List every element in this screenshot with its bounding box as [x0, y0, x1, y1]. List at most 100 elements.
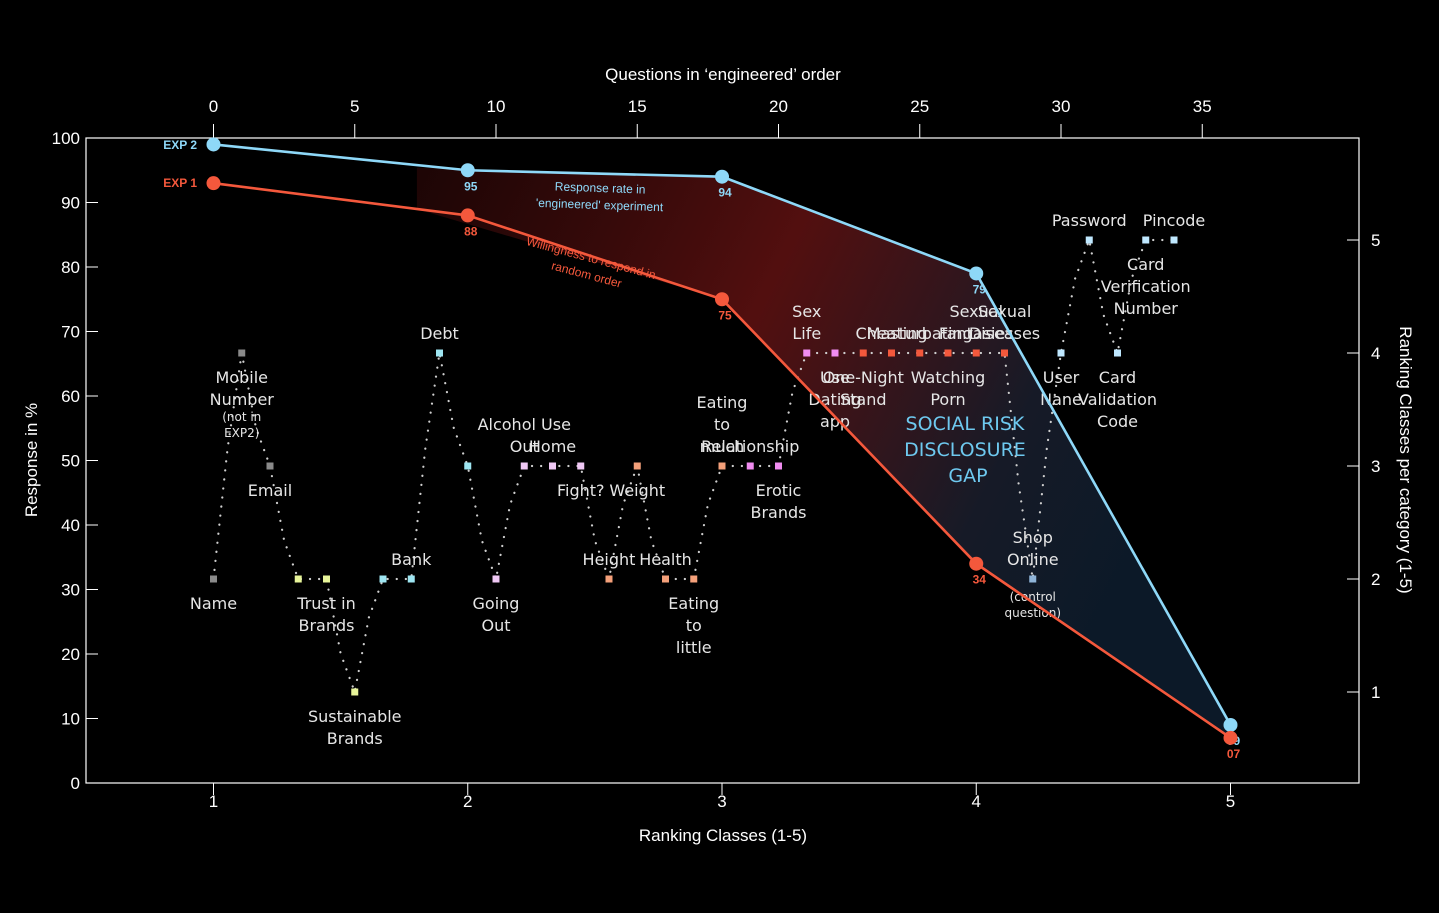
question-label: Cheating: [856, 324, 928, 343]
question-marker: [1029, 575, 1037, 583]
series-exp1-point: [1223, 730, 1238, 745]
data-label: 94: [718, 186, 732, 200]
question-marker: [803, 349, 811, 357]
question-label: Sustainable: [308, 707, 402, 726]
question-label: Debt: [420, 324, 459, 343]
question-label: Home: [529, 437, 576, 456]
question-label: Validation: [1078, 390, 1157, 409]
series-exp2-point: [206, 137, 221, 152]
question-label: Brands: [751, 503, 807, 522]
series-exp2-name: EXP 2: [163, 138, 197, 152]
disclosure-gap-area: [416, 167, 1231, 738]
question-marker: [888, 349, 895, 357]
right-tick-label: 2: [1371, 570, 1380, 589]
question-marker: [746, 462, 754, 470]
left-tick-label: 60: [61, 387, 80, 406]
question-label: to: [686, 616, 702, 635]
question-label: Code: [1097, 412, 1138, 431]
right-tick-label: 1: [1371, 683, 1380, 702]
left-tick-label: 100: [52, 129, 80, 148]
data-label: 95: [464, 179, 478, 193]
left-tick-label: 70: [61, 323, 80, 342]
top-axis: 0 5 10 15 20 25 30 35: [209, 97, 1212, 138]
question-label: Brands: [299, 616, 355, 635]
question-label: Card: [1127, 255, 1164, 274]
left-tick-label: 10: [61, 710, 80, 729]
question-marker: [549, 462, 556, 470]
question-marker: [605, 575, 613, 583]
question-label: little: [676, 638, 712, 657]
left-tick-label: 0: [71, 774, 80, 793]
question-marker: [690, 575, 698, 583]
question-label: User: [1043, 368, 1080, 387]
question-marker: [436, 349, 443, 357]
data-label: 07: [1227, 747, 1241, 761]
question-label: Health: [639, 550, 692, 569]
top-tick-label: 5: [350, 97, 359, 116]
question-note: EXP2): [224, 426, 259, 440]
top-tick-label: 0: [209, 97, 218, 116]
question-label: Erotic: [756, 481, 802, 500]
gap-label: SOCIAL RISK DISCLOSURE GAP: [904, 413, 1032, 487]
right-tick-label: 4: [1371, 344, 1380, 363]
question-marker: [1001, 349, 1008, 357]
top-tick-label: 30: [1052, 97, 1071, 116]
right-axis-title: Ranking Classes per category (1-5): [1396, 326, 1415, 593]
bottom-axis: 1 2 3 4 5: [209, 783, 1235, 811]
question-label: Height: [583, 550, 636, 569]
question-marker: [379, 575, 387, 583]
question-label: Email: [248, 481, 292, 500]
question-marker: [916, 349, 924, 357]
question-label: Stand: [840, 390, 887, 409]
left-tick-label: 20: [61, 645, 80, 664]
data-label: 88: [464, 224, 478, 238]
question-marker: [210, 575, 217, 583]
question-label: Out: [510, 437, 539, 456]
series-exp2-point: [715, 169, 729, 184]
question-marker: [972, 349, 980, 357]
question-marker: [351, 688, 359, 696]
question-label: Number: [1114, 299, 1179, 318]
top-tick-label: 35: [1193, 97, 1212, 116]
question-label: to: [714, 415, 730, 434]
question-label: Use: [820, 368, 850, 387]
question-marker: [1142, 236, 1150, 244]
left-tick-label: 80: [61, 258, 80, 277]
bottom-tick-label: 5: [1226, 792, 1235, 811]
question-label: Weight: [609, 481, 665, 500]
question-label: One-Night: [823, 368, 904, 387]
question-marker: [492, 575, 500, 583]
gap-label-line: SOCIAL RISK: [906, 413, 1025, 435]
left-axis-title: Response in %: [22, 403, 41, 517]
question-label: Mobile: [216, 368, 268, 387]
question-label: Eating: [668, 594, 719, 613]
right-tick-label: 5: [1371, 231, 1380, 250]
question-label: Number: [210, 390, 275, 409]
top-tick-label: 15: [628, 97, 647, 116]
series-exp1-name: EXP 1: [163, 176, 197, 190]
question-marker: [662, 575, 669, 583]
question-label: Eating: [697, 393, 748, 412]
question-marker: [294, 575, 302, 583]
left-tick-label: 50: [61, 452, 80, 471]
question-marker: [1085, 236, 1093, 244]
data-label: 34: [973, 573, 987, 587]
question-label: much: [700, 437, 745, 456]
series-exp1-point: [715, 292, 729, 307]
question-label: Sex: [792, 302, 821, 321]
data-label: 75: [718, 308, 732, 322]
series-exp2-point: [1223, 717, 1238, 732]
left-axis: 0 10 20 30 40 50 60 70 80 90 100: [52, 129, 98, 793]
top-tick-label: 20: [769, 97, 788, 116]
question-marker: [407, 575, 415, 583]
bottom-axis-title: Ranking Classes (1-5): [639, 826, 807, 845]
series-exp2-point: [460, 163, 475, 178]
top-tick-label: 10: [487, 97, 506, 116]
question-label: Fight?: [557, 481, 605, 500]
question-marker: [1057, 349, 1065, 357]
question-label: Sexual: [949, 302, 1003, 321]
top-tick-label: 25: [910, 97, 929, 116]
question-label: Password: [1052, 211, 1127, 230]
series-exp1-point: [460, 208, 475, 223]
question-label: Pincode: [1143, 211, 1205, 230]
